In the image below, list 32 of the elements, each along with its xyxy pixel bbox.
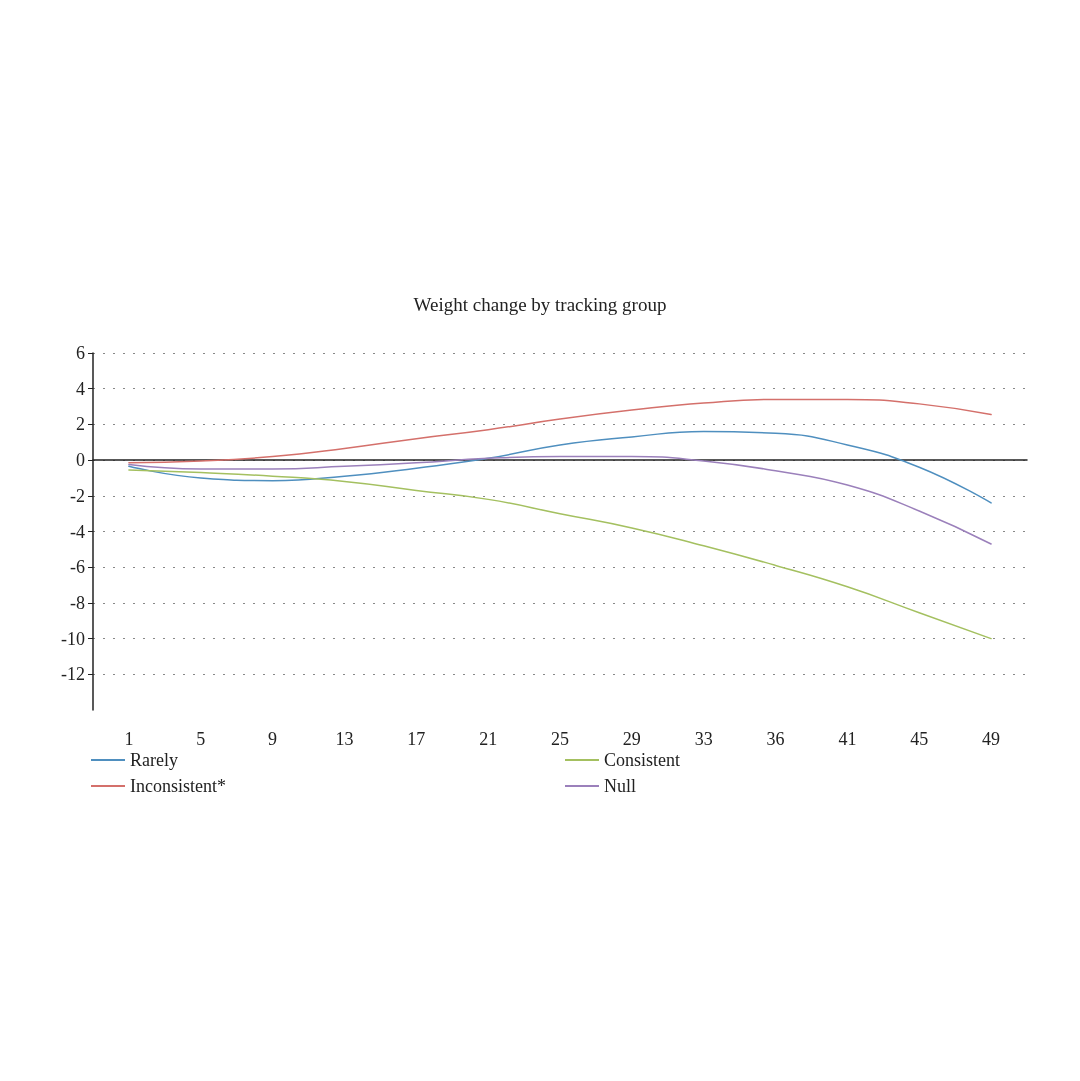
line-series [128, 455, 992, 545]
x-tick-label: 21 [479, 729, 498, 749]
y-tick-label: 6 [76, 343, 85, 363]
x-tick-label: 5 [196, 729, 206, 749]
x-tick-label: 29 [622, 729, 641, 749]
x-tick-label: 1 [124, 729, 134, 749]
x-tick-label: 49 [982, 729, 1001, 749]
line-series [128, 398, 992, 464]
legend-label: Rarely [130, 750, 178, 770]
chart-title: Weight change by tracking group [413, 294, 667, 315]
y-tick-label: -8 [70, 592, 85, 613]
y-tick-label: -6 [70, 557, 85, 578]
x-tick-label: 36 [766, 729, 785, 749]
x-tick-label: 13 [335, 729, 354, 749]
y-tick-label: 2 [76, 414, 85, 435]
y-tick-label: 0 [76, 450, 85, 471]
y-tick-label: -2 [70, 485, 85, 506]
x-tick-label: 25 [551, 729, 569, 749]
legend-label: Null [604, 776, 637, 796]
y-tick-label: -12 [61, 664, 85, 685]
x-tick-label: 41 [838, 729, 857, 749]
x-tick-label: 9 [268, 729, 278, 749]
line-series [128, 469, 992, 640]
line-series [128, 430, 992, 504]
y-tick-label: 4 [76, 378, 85, 399]
x-tick-label: 33 [694, 729, 713, 749]
y-tick-label: -4 [70, 521, 85, 542]
legend-label: Consistent [604, 750, 681, 770]
x-tick-label: 45 [910, 729, 929, 749]
x-tick-label: 17 [407, 729, 426, 749]
y-tick-label: -10 [61, 628, 85, 649]
legend-label: Inconsistent* [130, 776, 226, 796]
